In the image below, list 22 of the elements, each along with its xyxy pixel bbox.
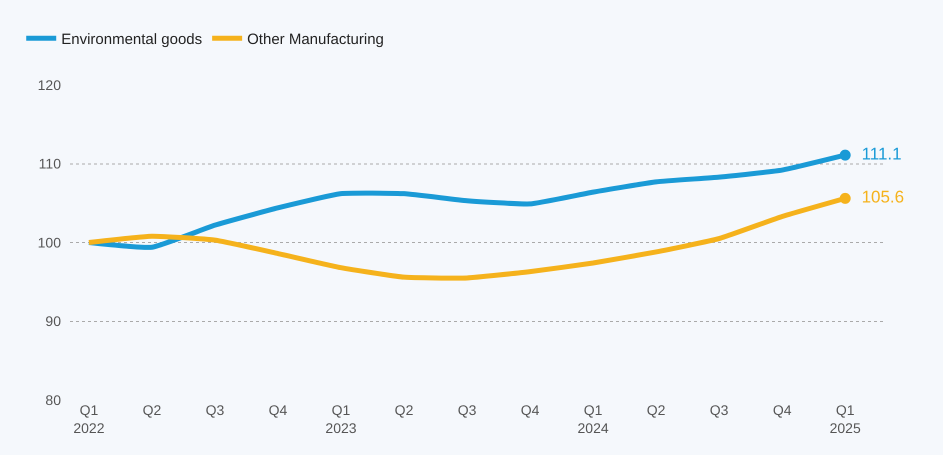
y-tick-label: 90 — [45, 313, 62, 330]
x-tick-label: Q3 — [710, 402, 729, 418]
y-tick-label: 100 — [38, 234, 62, 250]
x-tick-label: Q1 2022 — [73, 402, 105, 436]
x-tick-label: Q4 — [520, 402, 540, 418]
legend-label: Environmental goods — [61, 31, 202, 48]
legend-label: Other Manufacturing — [247, 31, 384, 48]
x-tick-label: Q1 2024 — [578, 402, 609, 436]
x-tick-label: Q1 2025 — [830, 402, 861, 436]
x-tick-label: Q1 2023 — [325, 402, 357, 436]
x-tick-label: Q4 — [772, 402, 792, 418]
x-tick-label: Q2 — [394, 402, 414, 418]
y-tick-label: 110 — [38, 156, 62, 172]
x-tick-label: Q2 — [646, 402, 666, 418]
x-tick-label: Q4 — [268, 402, 288, 418]
x-tick-label: Q3 — [458, 402, 477, 418]
y-tick-label: 120 — [38, 76, 62, 93]
x-tick-label: Q3 — [206, 402, 224, 418]
data-label: 111.1 — [853, 144, 902, 164]
data-label: 105.6 — [853, 188, 904, 207]
x-tick-label: Q2 — [142, 402, 162, 418]
y-tick-label: 80 — [45, 392, 62, 408]
